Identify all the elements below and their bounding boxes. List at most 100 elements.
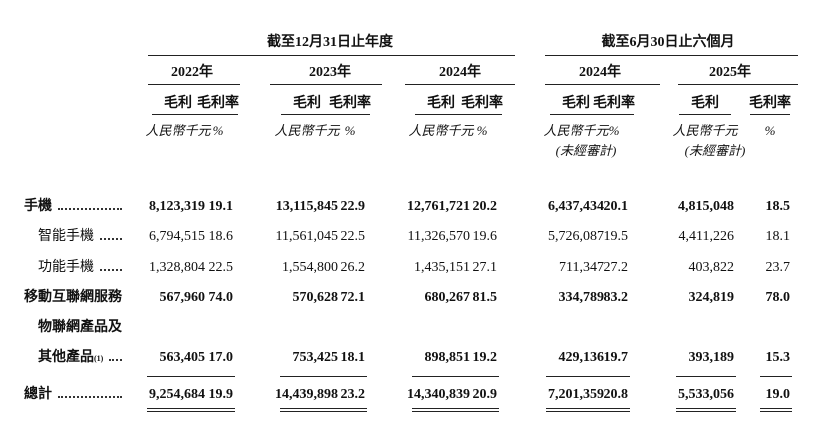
gross-margin: 19.9	[208, 387, 234, 402]
gross-profit: 12,761,721	[407, 199, 470, 214]
gross-profit: 14,340,839	[407, 387, 470, 402]
rule	[412, 376, 472, 377]
gross-profit: 4,815,048	[678, 199, 734, 214]
rule	[594, 114, 634, 115]
label-text: 物聯網產品及	[38, 320, 122, 335]
unit: %	[212, 123, 224, 138]
rule	[147, 376, 207, 377]
gross-margin: 19.6	[472, 229, 498, 244]
gross-profit: 1,435,151	[414, 260, 470, 275]
unaudited: (未經審計)	[684, 143, 746, 158]
gross-profit: 1,554,800	[282, 260, 338, 275]
row-label: 總計	[24, 386, 126, 404]
gross-margin: 74.0	[208, 290, 234, 305]
rule	[280, 376, 340, 377]
rule	[147, 411, 207, 412]
label-text: 手機	[24, 199, 52, 214]
rule	[147, 408, 207, 409]
gross-margin: 19.2	[472, 350, 498, 365]
rule	[676, 408, 736, 409]
rule	[462, 114, 502, 115]
gross-profit: 11,326,570	[407, 229, 470, 244]
gross-margin: 18.1	[340, 350, 366, 365]
gross-margin: 19.0	[765, 387, 791, 402]
rule	[598, 411, 630, 412]
rule	[412, 411, 472, 412]
column-header: 毛利	[562, 96, 590, 111]
gross-profit: 324,819	[688, 290, 735, 305]
rule	[598, 376, 630, 377]
gross-profit: 5,726,087	[548, 229, 604, 244]
rule	[550, 114, 602, 115]
label-text: 總計	[24, 387, 52, 402]
leader	[100, 238, 122, 240]
period-header: 截至12月31日止年度	[267, 35, 393, 50]
gross-margin: 23.2	[340, 387, 366, 402]
gross-profit: 13,115,845	[275, 199, 338, 214]
year-header: 2023年	[309, 65, 351, 80]
gross-profit: 334,789	[558, 290, 605, 305]
gross-margin: 20.8	[603, 387, 629, 402]
gross-profit: 7,201,359	[548, 387, 604, 402]
year-header: 2022年	[171, 65, 213, 80]
gross-margin: 18.5	[765, 199, 791, 214]
gross-margin: 18.6	[208, 229, 234, 244]
leader	[100, 269, 122, 271]
rule	[676, 411, 736, 412]
unit: %	[608, 123, 620, 138]
gross-margin: 15.3	[765, 350, 791, 365]
rule	[405, 84, 515, 85]
gross-margin: 27.2	[603, 260, 629, 275]
gross-margin: 19.1	[208, 199, 234, 214]
gross-margin: 20.1	[603, 199, 629, 214]
gross-margin: 22.9	[340, 199, 366, 214]
gross-profit: 14,439,898	[275, 387, 338, 402]
gross-profit: 1,328,804	[149, 260, 205, 275]
label-text: 其他產品	[38, 350, 94, 365]
leader	[58, 396, 122, 398]
gross-margin: 83.2	[603, 290, 629, 305]
gross-profit: 567,960	[159, 290, 206, 305]
rule	[678, 84, 798, 85]
year-header: 2024年	[439, 65, 481, 80]
column-header: 毛利率	[749, 96, 791, 111]
column-header: 毛利	[164, 96, 192, 111]
gross-margin: 81.5	[472, 290, 498, 305]
gross-margin: 20.2	[472, 199, 498, 214]
leader	[109, 359, 122, 361]
unit: 人民幣千元	[408, 123, 474, 138]
rule	[148, 55, 515, 56]
rule	[335, 411, 367, 412]
gross-margin: 26.2	[340, 260, 366, 275]
year-header: 2024年	[579, 65, 621, 80]
gross-profit: 6,437,434	[548, 199, 604, 214]
period-header: 截至6月30日止六個月	[601, 35, 735, 50]
unit: %	[344, 123, 356, 138]
unit: 人民幣千元	[274, 123, 340, 138]
rule	[270, 84, 382, 85]
gross-profit: 753,425	[292, 350, 339, 365]
rule	[203, 411, 235, 412]
rule	[545, 55, 798, 56]
rule	[598, 408, 630, 409]
column-header: 毛利率	[197, 96, 239, 111]
row-label: 手機	[24, 198, 126, 216]
gross-profit: 9,254,684	[149, 387, 205, 402]
row-label: 其他產品 (1)	[38, 349, 126, 368]
unaudited: (未經審計)	[555, 143, 617, 158]
gross-profit: 680,267	[424, 290, 471, 305]
label-text: 智能手機	[38, 229, 94, 244]
rule	[760, 411, 792, 412]
rule	[280, 408, 340, 409]
gross-profit: 11,561,045	[275, 229, 338, 244]
gross-profit: 570,628	[292, 290, 339, 305]
unit: 人民幣千元	[672, 123, 738, 138]
unit: %	[764, 123, 776, 138]
row-label: 移動互聯網服務	[24, 289, 126, 307]
footnote-ref: (1)	[94, 354, 104, 363]
gross-profit: 393,189	[688, 350, 735, 365]
gross-margin: 22.5	[340, 229, 366, 244]
column-header: 毛利	[691, 96, 719, 111]
rule	[679, 114, 731, 115]
leader	[58, 208, 122, 210]
